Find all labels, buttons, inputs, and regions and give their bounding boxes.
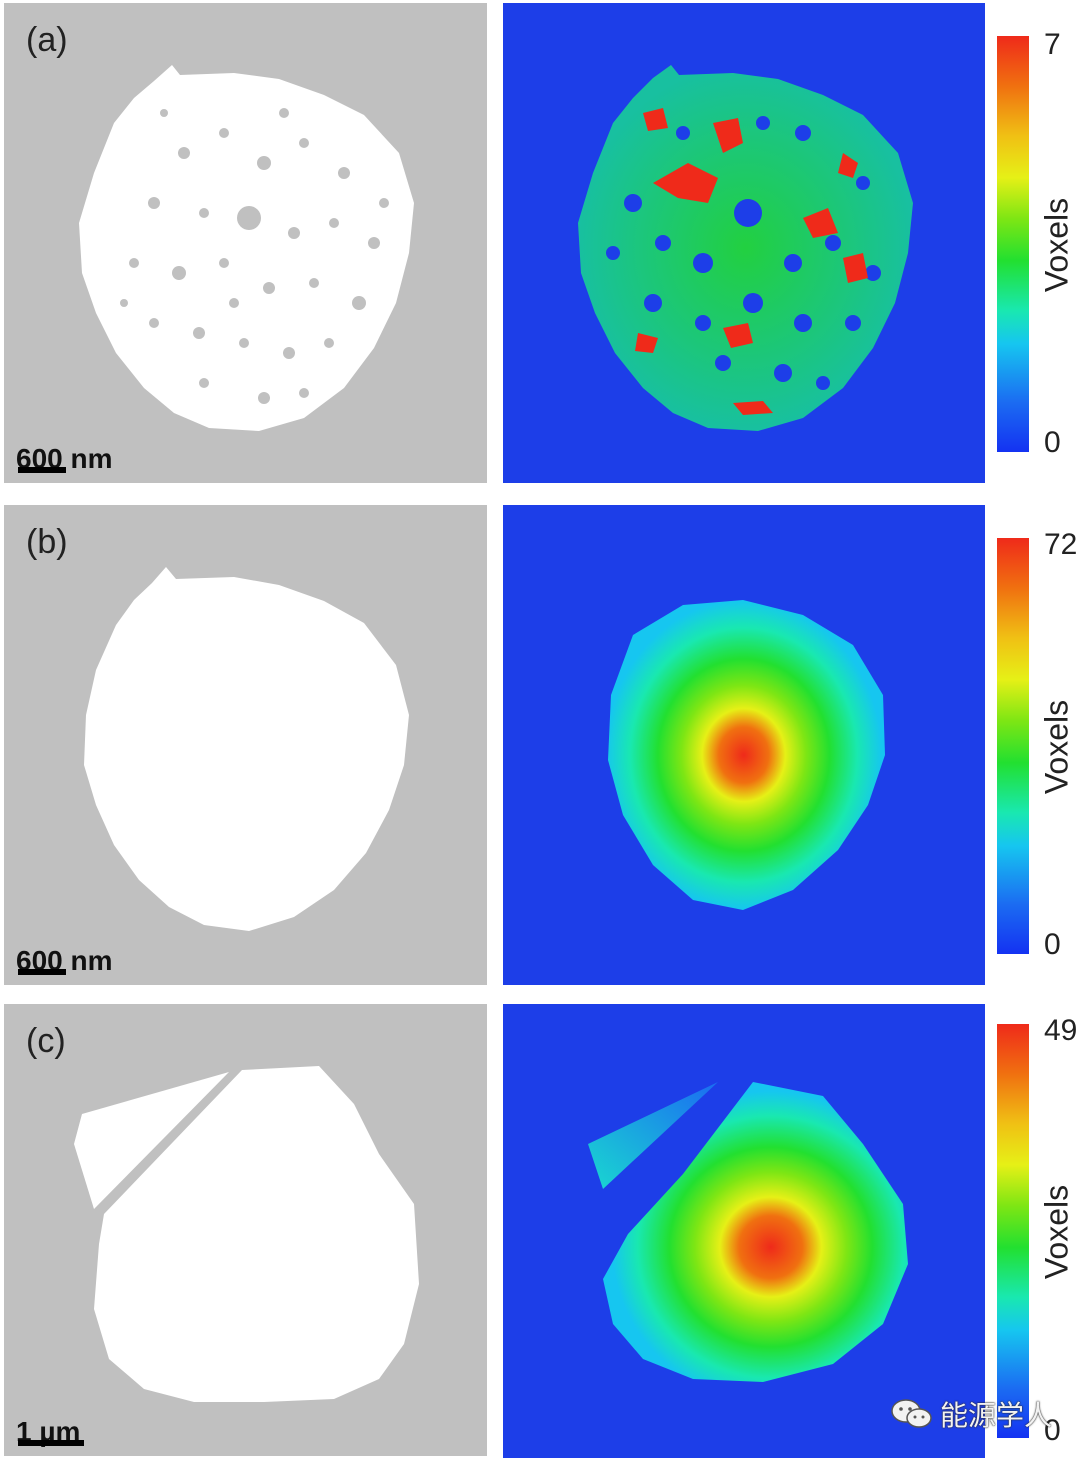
faceted-particle-c [74,1066,419,1402]
colorbar-title: Voxels [1037,165,1077,325]
distance-map-c [503,1004,985,1458]
scale-bar: 600 nm [16,443,113,475]
colorbar-title: Voxels [1037,1152,1077,1312]
colorbar-min: 0 [1044,928,1061,961]
panel-label: (c) [26,1022,66,1060]
colorbar-min: 0 [1044,426,1061,459]
watermark: 能源学人 [890,1394,1052,1434]
colorbar-min: 0 [1044,1414,1061,1447]
row-b: (b) 600 nm 72 0 Voxels [0,502,1080,985]
solid-particle-b [84,567,409,931]
colorbar-max: 72 [1044,528,1078,561]
scale-bar-line [18,1440,84,1446]
scale-bar-line [18,467,66,473]
segmented-image-b: (b) 600 nm [4,505,487,985]
porous-particle-a [79,65,414,431]
row-a: (a) 600 nm [0,0,1080,483]
colorbar-a [997,36,1029,452]
colorbar-title-text: Voxels [1038,699,1075,795]
distance-map-image-c [588,1082,908,1382]
colorbar-title-text: Voxels [1038,1184,1075,1280]
scale-bar: 600 nm [16,945,113,977]
segmented-image-c: (c) 1 µm [4,1004,487,1456]
distance-map-b [503,505,985,985]
segmented-image-a: (a) 600 nm [4,3,487,483]
colorbar-c [997,1024,1029,1438]
scale-bar: 1 µm [16,1416,84,1448]
colorbar-title: Voxels [1037,667,1077,827]
distance-map-a [503,3,985,483]
row-c: (c) 1 µm [0,1002,1080,1460]
panel-label: (b) [26,523,68,561]
watermark-text: 能源学人 [940,1400,1053,1431]
distance-map-image-b [608,600,885,910]
scale-bar-line [18,969,66,975]
colorbar-b [997,538,1029,954]
distance-map-image-a [578,65,913,431]
colorbar-max: 7 [1044,28,1061,61]
wechat-icon [890,1398,934,1430]
panel-label: (a) [26,21,68,59]
colorbar-max: 49 [1044,1014,1078,1047]
colorbar-title-text: Voxels [1038,197,1075,293]
